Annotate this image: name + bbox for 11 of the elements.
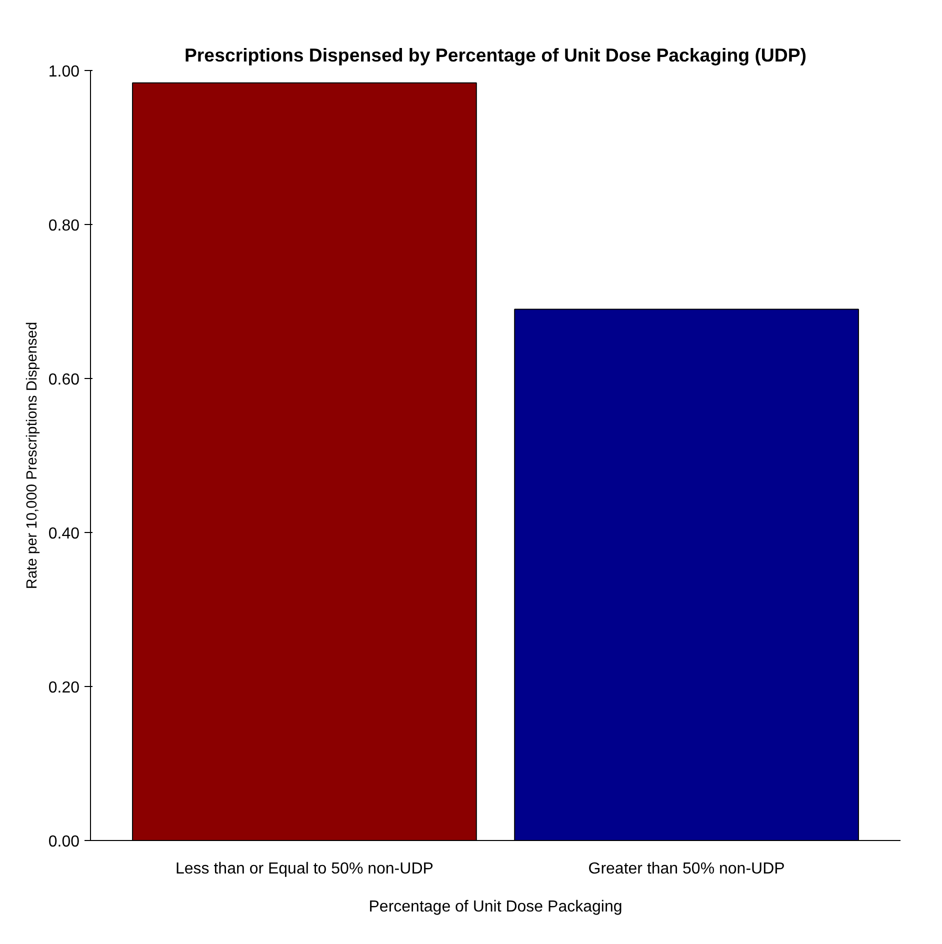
y-tick-label: 1.00 [48,64,80,80]
x-axis-title: Percentage of Unit Dose Packaging [368,898,622,916]
y-tick-label: 0.60 [48,372,80,388]
x-tick-label: Less than or Equal to 50% non-UDP [175,860,434,878]
chart-title: Prescriptions Dispensed by Percentage of Unit Dose Packaging (UDP) [184,44,807,66]
y-tick-label: 0.80 [48,218,80,234]
y-tick-label: 0.20 [48,680,80,696]
y-tick-label: 0.40 [48,526,80,542]
y-tick-label: 0.00 [48,834,80,850]
y-axis-title: Rate per 10,000 Prescriptions Dispensed [24,322,40,590]
x-tick-label: Greater than 50% non-UDP [588,860,785,878]
